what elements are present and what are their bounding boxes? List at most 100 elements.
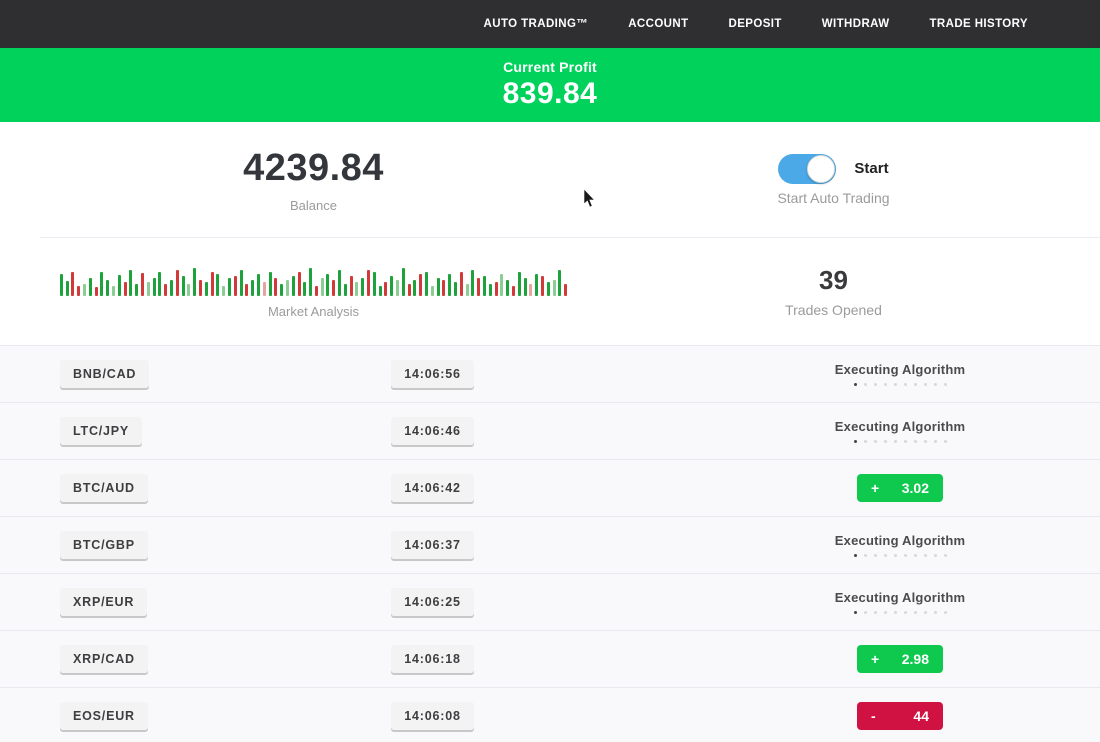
market-analysis-label: Market Analysis — [267, 304, 360, 319]
market-bar — [367, 270, 371, 296]
pair-badge: BNB/CAD — [60, 360, 150, 388]
progress-dots — [853, 554, 947, 557]
market-bar — [413, 280, 417, 296]
toggle-knob-icon — [807, 154, 836, 183]
balance-block: 4239.84 Balance — [0, 122, 627, 237]
market-bar — [262, 282, 266, 296]
market-bar — [94, 287, 98, 296]
market-bar — [71, 272, 75, 296]
nav-trade-history[interactable]: TRADE HISTORY — [929, 18, 1028, 30]
market-bar — [529, 284, 533, 296]
market-bar — [349, 276, 353, 296]
market-bar — [285, 280, 289, 296]
market-bar — [100, 272, 104, 296]
market-bar — [204, 282, 208, 296]
pair-badge: BTC/AUD — [60, 474, 148, 502]
market-bar — [198, 280, 202, 296]
pair-badge: EOS/EUR — [60, 702, 148, 730]
market-bar — [314, 286, 318, 296]
market-bar — [117, 275, 121, 296]
result-sign: + — [871, 480, 880, 496]
balance-label: Balance — [290, 197, 337, 213]
pair-badge: XRP/CAD — [60, 645, 148, 673]
market-bar — [372, 272, 376, 296]
trades-opened-block: 39 Trades Opened — [627, 238, 1100, 345]
trade-row: LTC/JPY 14:06:46 Executing Algorithm — [0, 403, 1100, 460]
market-bar — [558, 270, 562, 296]
progress-dots — [853, 383, 947, 386]
market-bar — [268, 272, 272, 296]
auto-trading-toggle[interactable] — [778, 153, 837, 184]
market-bar — [245, 284, 249, 296]
market-bar — [471, 270, 475, 296]
executing-algorithm-label: Executing Algorithm — [834, 590, 966, 605]
market-bar — [251, 280, 255, 296]
result-sign: - — [871, 708, 876, 724]
market-bar — [187, 284, 191, 296]
market-bar — [477, 278, 481, 296]
trade-result: Executing Algorithm — [805, 419, 995, 443]
market-bar — [112, 286, 115, 296]
pair-badge: LTC/JPY — [60, 417, 143, 445]
market-bar — [152, 278, 156, 296]
trades-opened-label: Trades Opened — [785, 302, 882, 318]
market-bar — [297, 272, 301, 296]
market-bar — [129, 270, 133, 296]
market-bar — [210, 272, 214, 296]
result-amount: 3.02 — [901, 480, 929, 496]
trade-result: Executing Algorithm — [805, 590, 995, 614]
nav-account[interactable]: ACCOUNT — [628, 18, 689, 30]
market-analysis-chart — [59, 264, 568, 296]
market-bar — [65, 281, 69, 296]
market-bar — [164, 284, 168, 296]
trade-row: BTC/GBP 14:06:37 Executing Algorithm — [0, 517, 1100, 574]
result-amount: 2.98 — [901, 651, 929, 667]
market-bar — [384, 282, 388, 296]
market-bar — [425, 272, 429, 296]
trade-result: Executing Algorithm — [805, 533, 995, 557]
time-badge: 14:06:42 — [391, 474, 474, 502]
nav-deposit[interactable]: DEPOSIT — [728, 18, 782, 30]
market-bar — [517, 272, 521, 296]
market-bar — [511, 286, 515, 296]
time-badge: 14:06:56 — [391, 360, 474, 388]
market-bar — [83, 284, 87, 296]
market-bar — [280, 284, 284, 296]
trade-result: +3.02 — [805, 474, 995, 502]
current-profit-label: Current Profit — [503, 59, 597, 75]
top-nav: AUTO TRADING™ ACCOUNT DEPOSIT WITHDRAW T… — [0, 0, 1100, 48]
market-bar — [355, 282, 359, 296]
market-bar — [546, 282, 550, 296]
trade-row: BTC/AUD 14:06:42 +3.02 — [0, 460, 1100, 517]
balance-value: 4239.84 — [243, 146, 384, 189]
auto-trading-caption: Start Auto Trading — [777, 189, 890, 206]
time-badge: 14:06:08 — [391, 702, 474, 730]
current-profit-banner: Current Profit 839.84 — [0, 48, 1100, 122]
time-badge: 14:06:37 — [391, 531, 474, 559]
market-bar — [535, 274, 539, 296]
market-analysis-block: Market Analysis — [0, 238, 627, 345]
nav-withdraw[interactable]: WITHDRAW — [821, 18, 890, 30]
trade-result: +2.98 — [805, 645, 995, 673]
market-bar — [175, 270, 179, 296]
trade-row: XRP/EUR 14:06:25 Executing Algorithm — [0, 574, 1100, 631]
stats-row-balance: 4239.84 Balance Start Start Auto Trading — [0, 122, 1100, 237]
market-bar — [465, 284, 469, 296]
stats-row-market: Market Analysis 39 Trades Opened — [0, 238, 1100, 345]
market-bar — [216, 274, 220, 296]
result-sign: + — [871, 651, 880, 667]
market-bar — [123, 282, 127, 296]
time-badge: 14:06:25 — [391, 588, 474, 616]
market-bar — [193, 268, 197, 296]
market-bar — [309, 268, 313, 296]
pair-badge: BTC/GBP — [60, 531, 148, 559]
market-bar — [338, 270, 342, 296]
market-bar — [430, 286, 434, 296]
trades-opened-value: 39 — [819, 265, 848, 295]
toggle-label: Start — [854, 160, 889, 177]
current-profit-value: 839.84 — [502, 77, 598, 110]
market-bar — [320, 278, 324, 296]
market-bar — [436, 278, 440, 296]
nav-auto-trading[interactable]: AUTO TRADING™ — [483, 18, 589, 30]
market-bar — [361, 278, 365, 296]
